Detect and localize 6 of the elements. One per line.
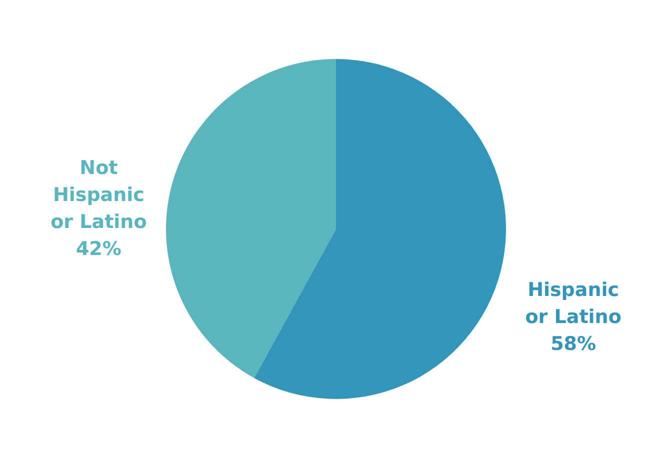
pie-slice	[166, 59, 336, 378]
slice-label: Hispanic or Latino	[525, 278, 622, 328]
data-label: 58%	[550, 332, 596, 355]
slice-label: Not Hispanic or Latino	[50, 157, 147, 234]
data-label: 42%	[76, 238, 122, 260]
pie-slice	[254, 59, 506, 399]
